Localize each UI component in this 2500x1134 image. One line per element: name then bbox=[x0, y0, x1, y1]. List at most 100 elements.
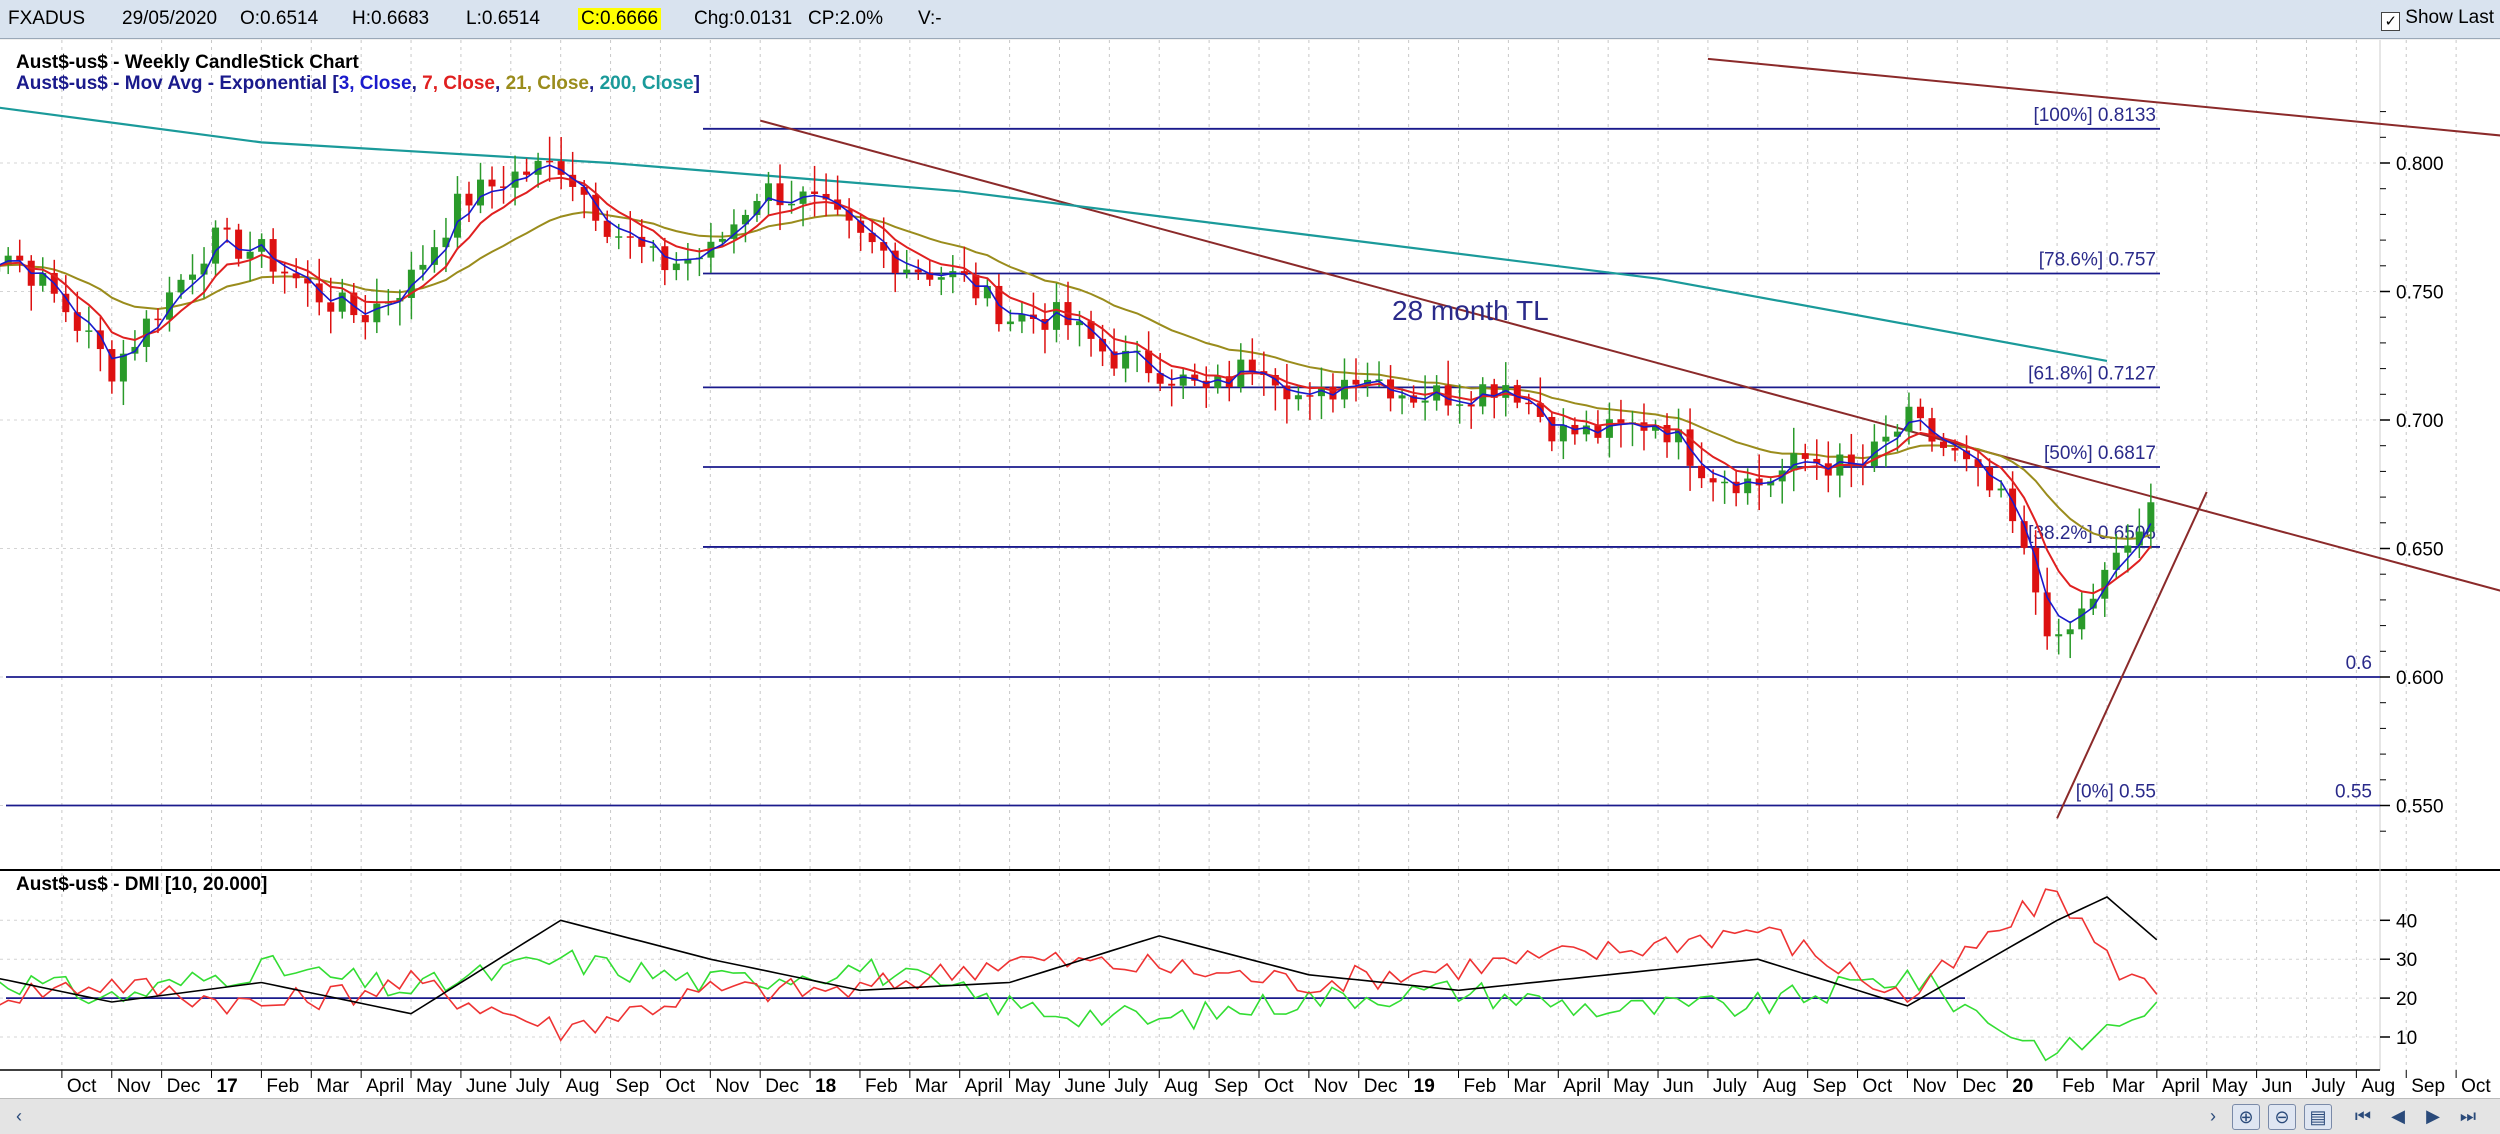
y-tick-label: 0.800 bbox=[2396, 154, 2444, 175]
candle-body bbox=[1905, 407, 1912, 432]
x-tick-label: May bbox=[1015, 1076, 1051, 1097]
candle-body bbox=[247, 252, 254, 259]
x-tick-label: Aug bbox=[566, 1076, 600, 1097]
x-tick-label: Oct bbox=[67, 1076, 97, 1097]
x-tick-label: July bbox=[2311, 1076, 2345, 1097]
next-icon[interactable]: ▶ bbox=[2420, 1104, 2446, 1128]
y-tick-label: 0.650 bbox=[2396, 540, 2444, 561]
fib-level-label: [61.8%] 0.7127 bbox=[2028, 363, 2156, 384]
dmi-tick-label: 10 bbox=[2396, 1028, 2417, 1049]
candle-body bbox=[2032, 548, 2039, 593]
zoom-in-icon[interactable]: ⊕ bbox=[2232, 1104, 2260, 1130]
candle-body bbox=[1917, 407, 1924, 418]
x-tick-label: Aug bbox=[1164, 1076, 1198, 1097]
x-tick-label: Nov bbox=[715, 1076, 749, 1097]
ma-legend-separator: , bbox=[589, 73, 600, 94]
scroll-right-icon[interactable]: › bbox=[2200, 1104, 2226, 1128]
candle-body bbox=[2055, 634, 2062, 636]
x-tick-label: July bbox=[1713, 1076, 1747, 1097]
first-page-icon[interactable]: ⏮ bbox=[2350, 1104, 2376, 1128]
candle-body bbox=[903, 270, 910, 273]
fib-level-label: [50%] 0.6817 bbox=[2044, 443, 2156, 464]
candle-body bbox=[523, 172, 530, 175]
x-tick-label: May bbox=[416, 1076, 452, 1097]
x-tick-label: Nov bbox=[1314, 1076, 1348, 1097]
candle-body bbox=[2067, 629, 2074, 634]
x-tick-label: April bbox=[965, 1076, 1003, 1097]
x-tick-label: Sep bbox=[616, 1076, 650, 1097]
x-tick-label: Dec bbox=[1364, 1076, 1398, 1097]
x-tick-label: July bbox=[1114, 1076, 1148, 1097]
dmi-tick-label: 40 bbox=[2396, 911, 2417, 932]
candle-body bbox=[1295, 395, 1302, 399]
navigation-bar: ‹ › ⊕ ⊖ ▤ ⏮ ◀ ▶ ⏭ bbox=[0, 1098, 2500, 1134]
x-tick-label: Oct bbox=[1264, 1076, 1294, 1097]
x-tick-label: Oct bbox=[665, 1076, 695, 1097]
candle-body bbox=[2124, 546, 2131, 553]
x-tick-label: Sep bbox=[1813, 1076, 1847, 1097]
level-label: 0.6 bbox=[2346, 653, 2372, 674]
candle-body bbox=[1352, 380, 1359, 385]
level-label: 0.55 bbox=[2335, 782, 2372, 803]
candle-body bbox=[1802, 453, 1809, 459]
x-tick-label: Dec bbox=[765, 1076, 799, 1097]
candle-body bbox=[212, 228, 219, 264]
candle-body bbox=[1560, 425, 1567, 441]
candle-body bbox=[2078, 608, 2085, 629]
x-tick-label: Sep bbox=[2411, 1076, 2445, 1097]
x-tick-label: Mar bbox=[915, 1076, 948, 1097]
candle-body bbox=[489, 180, 496, 187]
fib-level-label: [78.6%] 0.757 bbox=[2039, 250, 2156, 271]
candle-body bbox=[362, 315, 369, 322]
last-page-icon[interactable]: ⏭ bbox=[2455, 1104, 2481, 1128]
x-tick-label: Aug bbox=[2361, 1076, 2395, 1097]
ma-legend-items: 3, Close, 7, Close, 21, Close, 200, Clos… bbox=[339, 73, 694, 94]
x-tick-label: 18 bbox=[815, 1076, 836, 1097]
candle-body bbox=[1168, 384, 1175, 386]
x-tick-label: Feb bbox=[865, 1076, 898, 1097]
y-tick-label: 0.550 bbox=[2396, 797, 2444, 818]
candle-body bbox=[373, 304, 380, 323]
candle-body bbox=[984, 286, 991, 298]
candle-body bbox=[16, 256, 23, 261]
y-tick-label: 0.700 bbox=[2396, 411, 2444, 432]
x-tick-label: Sep bbox=[1214, 1076, 1248, 1097]
candle-body bbox=[1617, 419, 1624, 423]
chart-settings-icon[interactable]: ▤ bbox=[2304, 1104, 2332, 1130]
candle-body bbox=[661, 246, 668, 270]
candle-body bbox=[85, 330, 92, 332]
x-tick-label: Feb bbox=[2062, 1076, 2095, 1097]
candle-body bbox=[189, 275, 196, 280]
ma-legend-item: 21, Close bbox=[506, 73, 589, 94]
candle-body bbox=[788, 204, 795, 206]
candle-body bbox=[1007, 322, 1014, 325]
candle-body bbox=[281, 272, 288, 274]
x-tick-label: Mar bbox=[1513, 1076, 1546, 1097]
x-tick-label: Dec bbox=[167, 1076, 201, 1097]
candle-body bbox=[811, 192, 818, 194]
candle-body bbox=[880, 242, 887, 251]
x-tick-label: May bbox=[1613, 1076, 1649, 1097]
x-tick-label: April bbox=[366, 1076, 404, 1097]
zoom-out-icon[interactable]: ⊖ bbox=[2268, 1104, 2296, 1130]
candle-body bbox=[1306, 395, 1313, 397]
candle-body bbox=[339, 292, 346, 311]
candle-body bbox=[1998, 489, 2005, 491]
candle-body bbox=[1018, 315, 1025, 322]
candle-body bbox=[327, 302, 334, 311]
x-tick-label: Feb bbox=[266, 1076, 299, 1097]
y-tick-label: 0.750 bbox=[2396, 283, 2444, 304]
ma-legend-suffix: ] bbox=[694, 73, 700, 94]
x-tick-label: April bbox=[1563, 1076, 1601, 1097]
scroll-left-icon[interactable]: ‹ bbox=[6, 1104, 32, 1128]
candle-body bbox=[1744, 479, 1751, 494]
x-tick-label: Jun bbox=[1663, 1076, 1694, 1097]
x-tick-label: Nov bbox=[1912, 1076, 1946, 1097]
candle-body bbox=[546, 161, 553, 163]
x-tick-label: Nov bbox=[117, 1076, 151, 1097]
fib-level-label: [100%] 0.8133 bbox=[2033, 105, 2156, 126]
x-tick-label: May bbox=[2212, 1076, 2248, 1097]
candle-body bbox=[177, 280, 184, 293]
previous-icon[interactable]: ◀ bbox=[2385, 1104, 2411, 1128]
